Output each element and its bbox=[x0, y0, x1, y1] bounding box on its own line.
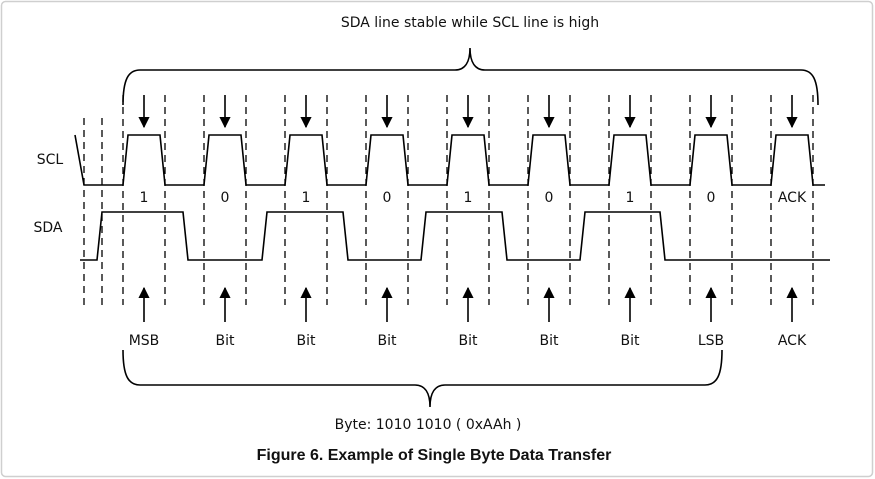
signal-label: SDA bbox=[34, 220, 63, 236]
scl-waveform bbox=[74, 134, 825, 186]
bit-value: 1 bbox=[302, 190, 311, 206]
bit-value: ACK bbox=[778, 190, 807, 206]
bit-label: Bit bbox=[297, 333, 316, 349]
top-brace bbox=[122, 47, 819, 106]
caption: Figure 6. Example of Single Byte Data Tr… bbox=[257, 447, 612, 464]
bit-label: LSB bbox=[698, 333, 724, 349]
bit-value: 1 bbox=[140, 190, 149, 206]
bottom-brace bbox=[122, 349, 723, 408]
bit-label: Bit bbox=[378, 333, 397, 349]
bit-label: Bit bbox=[540, 333, 559, 349]
bit-value: 1 bbox=[464, 190, 473, 206]
bit-value: 0 bbox=[383, 190, 392, 206]
bit-value: 0 bbox=[545, 190, 554, 206]
bit-value: 1 bbox=[626, 190, 635, 206]
timing-group: 1 MSB 0 Bit 1 Bit 0 Bit 1 Bit 0 Bit 1 Bit 0 LSB ACK ACK bbox=[74, 95, 825, 349]
bit-label: Bit bbox=[459, 333, 478, 349]
sda-waveform bbox=[80, 211, 830, 261]
bit-value: 0 bbox=[221, 190, 230, 206]
byte-label: Byte: 1010 1010 ( 0xAAh ) bbox=[335, 417, 522, 433]
bit-label: ACK bbox=[778, 333, 807, 349]
bit-label: Bit bbox=[621, 333, 640, 349]
bit-label: Bit bbox=[216, 333, 235, 349]
bit-label: MSB bbox=[129, 333, 160, 349]
bit-value: 0 bbox=[707, 190, 716, 206]
signal-label: SCL bbox=[37, 152, 64, 168]
top-label: SDA line stable while SCL line is high bbox=[341, 15, 599, 31]
